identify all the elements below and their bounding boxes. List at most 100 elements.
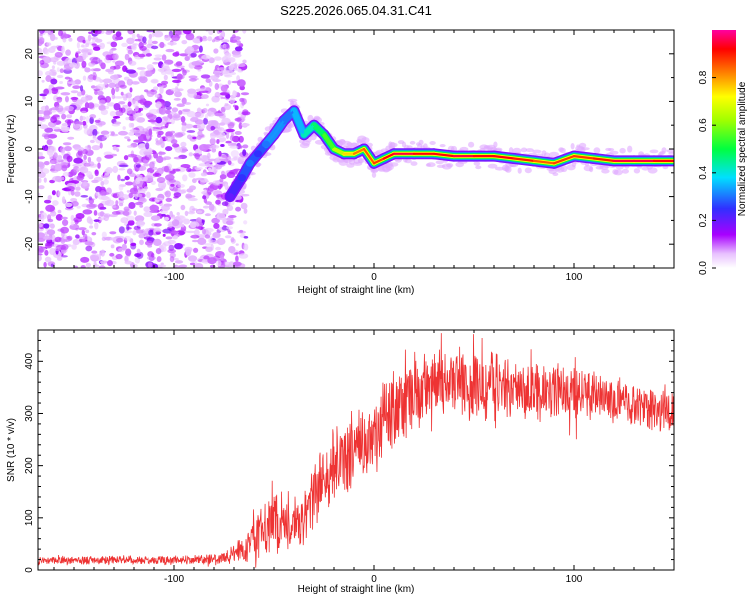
signal-trace-segment [432,152,456,158]
noise-blob [86,216,92,224]
noise-blob [43,88,49,95]
noise-blob [229,97,236,104]
noise-blob [229,135,235,141]
noise-blob [223,103,232,111]
noise-blob [120,91,124,96]
noise-blob [126,78,133,86]
noise-blob [44,199,52,204]
noise-blob [115,253,123,260]
noise-blob [103,82,107,86]
noise-blob [189,262,196,266]
x-tick-label: -100 [164,272,184,283]
noise-blob [146,191,151,199]
noise-blob [165,236,173,240]
halo-blob [579,142,587,149]
noise-blob [103,179,109,185]
noise-blob [113,121,122,125]
noise-blob [40,105,49,111]
noise-blob [98,265,106,268]
halo-blob [351,142,360,147]
colorbar-label: Normalized spectral amplitude [737,81,748,216]
noise-blob [96,156,102,163]
noise-blob [89,114,97,119]
noise-blob [157,133,162,138]
noise-blob [236,63,246,67]
noise-blob [126,107,133,115]
signal-trace-segment [382,152,396,160]
halo-blob [426,162,436,168]
noise-blob [143,211,153,217]
signal-trace-segment [372,157,386,165]
noise-blob [94,253,98,256]
noise-blob [227,231,232,235]
noise-blob [198,45,203,53]
noise-blob [69,62,77,68]
noise-blob [101,191,110,196]
noise-blob [174,147,183,153]
noise-blob [119,202,124,207]
noise-blob [192,178,197,184]
noise-blob [38,171,41,178]
noise-blob [76,174,84,181]
noise-blob [212,96,220,100]
noise-blob [49,161,55,165]
noise-blob [94,222,99,230]
noise-blob [129,187,139,195]
noise-blob [168,230,178,235]
halo-blob [520,147,528,153]
noise-blob [139,45,147,51]
noise-blob [136,67,146,70]
noise-blob [38,110,45,115]
noise-blob [236,79,246,87]
noise-blob [155,141,162,146]
noise-blob [73,265,78,268]
noise-blob [91,232,97,236]
noise-blob [152,173,162,177]
noise-blob [127,219,135,226]
noise-blob [174,260,184,264]
noise-blob [99,142,103,149]
noise-blob [234,131,242,135]
noise-blob [88,161,95,167]
noise-blob [49,146,57,154]
noise-blob [221,170,225,176]
noise-blob [110,30,115,34]
noise-blob [100,195,110,201]
noise-blob [207,185,214,192]
noise-blob [141,156,150,164]
colorbar-gradient [712,30,736,268]
noise-blob [121,243,127,251]
noise-blob [170,139,178,144]
noise-blob [101,136,106,142]
noise-blob [122,126,126,130]
noise-blob [126,168,133,175]
noise-blob [72,239,80,246]
noise-blob [143,163,150,167]
noise-blob [93,88,101,92]
noise-blob [137,99,144,104]
noise-blob [199,155,208,162]
noise-blob [200,172,208,177]
noise-blob [193,247,199,253]
noise-blob [57,154,63,161]
noise-blob [122,65,128,72]
noise-blob [219,70,230,75]
noise-blob [226,171,236,178]
noise-blob [109,48,114,55]
noise-blob [208,167,212,171]
noise-blob [82,233,88,241]
noise-blob [61,148,65,156]
noise-blob [187,88,197,94]
noise-blob [193,94,201,99]
noise-blob [243,243,249,251]
noise-blob [184,102,192,105]
noise-blob [124,235,132,241]
noise-blob [213,36,221,42]
noise-blob [181,125,187,132]
x-tick-label: 0 [371,574,377,585]
noise-blob [75,99,83,108]
noise-blob [232,90,236,97]
noise-blob [75,234,80,239]
noise-blob [109,252,115,257]
